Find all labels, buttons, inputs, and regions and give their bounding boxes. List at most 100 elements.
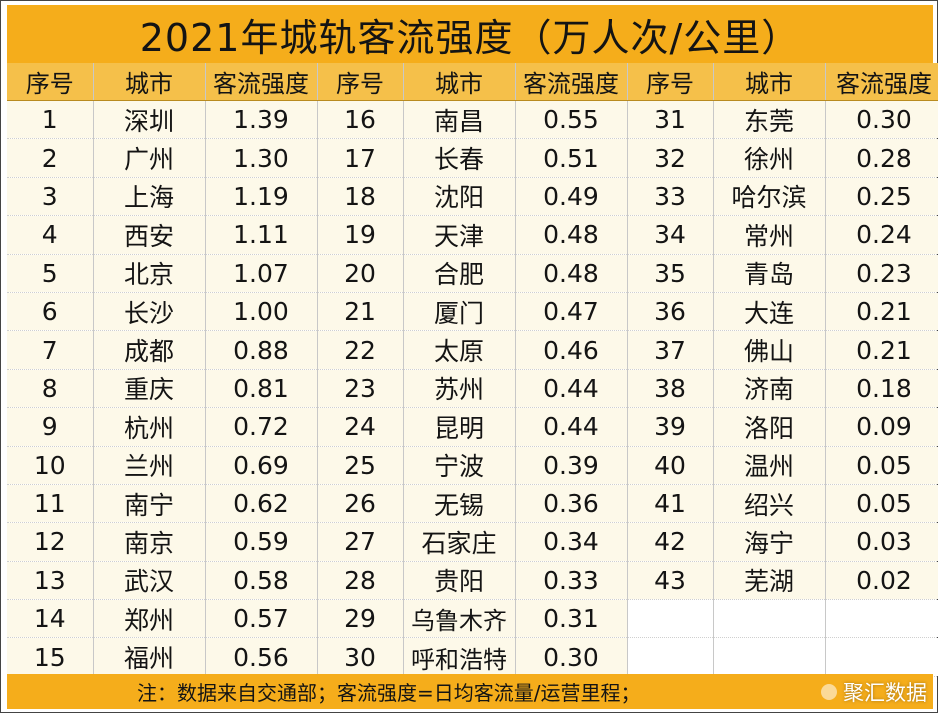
seq-cell: 40 bbox=[626, 446, 714, 485]
header-intensity: 客流强度 bbox=[515, 63, 628, 101]
seq-cell: 14 bbox=[7, 599, 94, 639]
city-cell: 太原 bbox=[403, 330, 516, 370]
footer-note: 注：数据来自交通部；客流强度=日均客流量/运营里程； bbox=[137, 681, 641, 705]
seq-cell: 38 bbox=[626, 369, 714, 409]
table-row: 14 郑州 0.57 29 乌鲁木齐 0.31 bbox=[7, 599, 938, 639]
seq-cell: 39 bbox=[626, 407, 714, 447]
intensity-cell: 0.21 bbox=[825, 292, 938, 332]
table-title: 2021年城轨客流强度（万人次/公里） bbox=[7, 5, 933, 63]
city-cell: 长沙 bbox=[93, 292, 206, 332]
intensity-cell: 0.62 bbox=[205, 484, 318, 524]
seq-cell: 28 bbox=[316, 561, 404, 601]
seq-cell: 36 bbox=[626, 292, 714, 332]
table-body: 1 深圳 1.39 16 南昌 0.55 31 东莞 0.30 2 广州 1.30 17 长春 0.51 32… bbox=[7, 100, 938, 677]
intensity-cell: 0.57 bbox=[205, 599, 318, 639]
intensity-cell: 0.72 bbox=[205, 407, 318, 447]
city-cell: 重庆 bbox=[93, 369, 206, 409]
intensity-cell: 0.24 bbox=[825, 215, 938, 255]
seq-cell: 23 bbox=[316, 369, 404, 409]
city-cell: 西安 bbox=[93, 215, 206, 255]
table-row: 6 长沙 1.00 21 厦门 0.47 36 大连 0.21 bbox=[7, 292, 938, 332]
table-header-row: 序号 城市 客流强度 序号 城市 客流强度 序号 城市 客流强度 bbox=[7, 63, 938, 101]
seq-cell: 21 bbox=[316, 292, 404, 332]
empty-cell bbox=[825, 599, 938, 639]
city-cell: 海宁 bbox=[713, 522, 826, 562]
seq-cell: 3 bbox=[7, 177, 94, 217]
city-cell: 呼和浩特 bbox=[403, 637, 516, 677]
intensity-table: 序号 城市 客流强度 序号 城市 客流强度 序号 城市 客流强度 1 深圳 1.39… bbox=[7, 63, 938, 677]
intensity-cell: 0.49 bbox=[515, 177, 628, 217]
city-cell: 哈尔滨 bbox=[713, 177, 826, 217]
city-cell: 苏州 bbox=[403, 369, 516, 409]
city-cell: 大连 bbox=[713, 292, 826, 332]
city-cell: 杭州 bbox=[93, 407, 206, 447]
seq-cell: 25 bbox=[316, 446, 404, 485]
intensity-cell: 0.30 bbox=[825, 100, 938, 140]
seq-cell: 34 bbox=[626, 215, 714, 255]
city-cell: 天津 bbox=[403, 215, 516, 255]
intensity-cell: 0.21 bbox=[825, 330, 938, 370]
table-title-text: 2021年城轨客流强度（万人次/公里） bbox=[139, 15, 801, 60]
seq-cell: 10 bbox=[7, 446, 94, 485]
seq-cell: 20 bbox=[316, 254, 404, 293]
seq-cell: 12 bbox=[7, 522, 94, 562]
city-cell: 徐州 bbox=[713, 138, 826, 178]
header-city: 城市 bbox=[713, 63, 826, 101]
empty-cell bbox=[626, 637, 714, 677]
intensity-cell: 0.58 bbox=[205, 561, 318, 601]
seq-cell: 19 bbox=[316, 215, 404, 255]
city-cell: 绍兴 bbox=[713, 484, 826, 524]
intensity-cell: 0.25 bbox=[825, 177, 938, 217]
seq-cell: 2 bbox=[7, 138, 94, 178]
table-row: 8 重庆 0.81 23 苏州 0.44 38 济南 0.18 bbox=[7, 369, 938, 409]
seq-cell: 8 bbox=[7, 369, 94, 409]
intensity-cell: 0.18 bbox=[825, 369, 938, 409]
city-cell: 乌鲁木齐 bbox=[403, 599, 516, 639]
intensity-cell: 0.34 bbox=[515, 522, 628, 562]
intensity-cell: 0.09 bbox=[825, 407, 938, 447]
city-cell: 芜湖 bbox=[713, 561, 826, 601]
table-row: 12 南京 0.59 27 石家庄 0.34 42 海宁 0.03 bbox=[7, 522, 938, 562]
city-cell: 无锡 bbox=[403, 484, 516, 524]
city-cell: 长春 bbox=[403, 138, 516, 178]
seq-cell: 41 bbox=[626, 484, 714, 524]
seq-cell: 6 bbox=[7, 292, 94, 332]
intensity-cell: 0.31 bbox=[515, 599, 628, 639]
header-intensity: 客流强度 bbox=[825, 63, 938, 101]
intensity-cell: 0.02 bbox=[825, 561, 938, 601]
seq-cell: 27 bbox=[316, 522, 404, 562]
intensity-cell: 1.00 bbox=[205, 292, 318, 332]
city-cell: 常州 bbox=[713, 215, 826, 255]
header-intensity: 客流强度 bbox=[205, 63, 318, 101]
city-cell: 北京 bbox=[93, 254, 206, 293]
intensity-cell: 1.39 bbox=[205, 100, 318, 140]
intensity-cell: 0.03 bbox=[825, 522, 938, 562]
city-cell: 南昌 bbox=[403, 100, 516, 140]
watermark-logo-icon bbox=[821, 684, 837, 700]
empty-cell bbox=[713, 637, 826, 677]
seq-cell: 13 bbox=[7, 561, 94, 601]
city-cell: 南京 bbox=[93, 522, 206, 562]
seq-cell: 31 bbox=[626, 100, 714, 140]
intensity-cell: 0.46 bbox=[515, 330, 628, 370]
header-city: 城市 bbox=[93, 63, 206, 101]
city-cell: 广州 bbox=[93, 138, 206, 178]
empty-cell bbox=[825, 637, 938, 677]
seq-cell: 9 bbox=[7, 407, 94, 447]
intensity-cell: 0.39 bbox=[515, 446, 628, 485]
city-cell: 深圳 bbox=[93, 100, 206, 140]
watermark-text: 聚汇数据 bbox=[843, 681, 927, 705]
city-cell: 贵阳 bbox=[403, 561, 516, 601]
header-seq: 序号 bbox=[626, 63, 714, 101]
city-cell: 石家庄 bbox=[403, 522, 516, 562]
intensity-cell: 0.56 bbox=[205, 637, 318, 677]
intensity-cell: 1.11 bbox=[205, 215, 318, 255]
header-city: 城市 bbox=[403, 63, 516, 101]
seq-cell: 4 bbox=[7, 215, 94, 255]
city-cell: 厦门 bbox=[403, 292, 516, 332]
city-cell: 南宁 bbox=[93, 484, 206, 524]
intensity-cell: 0.59 bbox=[205, 522, 318, 562]
city-cell: 上海 bbox=[93, 177, 206, 217]
intensity-cell: 1.19 bbox=[205, 177, 318, 217]
